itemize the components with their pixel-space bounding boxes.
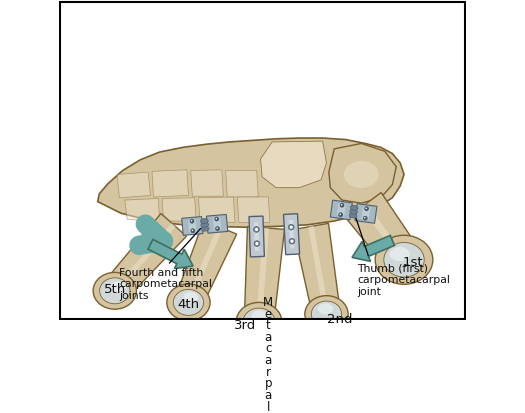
Ellipse shape — [100, 278, 130, 304]
Circle shape — [290, 240, 293, 243]
Polygon shape — [361, 203, 407, 262]
Text: 3rd: 3rd — [234, 319, 256, 332]
Polygon shape — [198, 197, 235, 223]
Circle shape — [216, 227, 219, 230]
Text: 2nd: 2nd — [327, 313, 352, 326]
Ellipse shape — [344, 161, 379, 188]
Circle shape — [190, 219, 194, 223]
Polygon shape — [260, 141, 327, 188]
Polygon shape — [117, 172, 151, 198]
Ellipse shape — [305, 296, 348, 332]
Ellipse shape — [111, 281, 126, 292]
Circle shape — [254, 227, 259, 232]
Ellipse shape — [251, 311, 267, 322]
Polygon shape — [175, 220, 237, 308]
Polygon shape — [254, 222, 259, 251]
Text: 1st: 1st — [402, 256, 423, 268]
Polygon shape — [125, 199, 160, 221]
Ellipse shape — [167, 284, 210, 321]
Ellipse shape — [173, 290, 204, 316]
Polygon shape — [213, 218, 222, 230]
Circle shape — [340, 203, 344, 207]
Text: a: a — [265, 331, 272, 344]
Circle shape — [288, 224, 294, 230]
Ellipse shape — [390, 247, 410, 261]
Ellipse shape — [183, 292, 198, 303]
Circle shape — [216, 228, 218, 229]
Circle shape — [215, 217, 218, 221]
Polygon shape — [152, 170, 188, 197]
Polygon shape — [293, 223, 340, 316]
Circle shape — [255, 242, 258, 245]
Ellipse shape — [93, 273, 136, 309]
FancyArrow shape — [148, 240, 193, 268]
Ellipse shape — [318, 303, 333, 314]
Circle shape — [364, 217, 365, 218]
Ellipse shape — [375, 235, 433, 284]
Circle shape — [254, 241, 260, 247]
Polygon shape — [226, 171, 258, 197]
Text: r: r — [266, 366, 271, 379]
Circle shape — [289, 238, 295, 244]
Circle shape — [192, 230, 193, 231]
Polygon shape — [284, 214, 300, 255]
Text: Thumb (first)
carpometacarpal
joint: Thumb (first) carpometacarpal joint — [358, 263, 450, 297]
Ellipse shape — [350, 205, 358, 210]
Ellipse shape — [243, 308, 275, 335]
Polygon shape — [361, 207, 371, 220]
Ellipse shape — [384, 242, 424, 277]
FancyArrow shape — [352, 235, 394, 261]
Polygon shape — [186, 226, 223, 304]
Circle shape — [365, 207, 367, 209]
Polygon shape — [188, 220, 196, 232]
Polygon shape — [113, 223, 176, 292]
Polygon shape — [98, 138, 404, 227]
Text: p: p — [265, 377, 272, 390]
Polygon shape — [346, 192, 419, 271]
Ellipse shape — [311, 301, 342, 327]
Text: 5th: 5th — [103, 283, 126, 296]
Circle shape — [363, 216, 367, 220]
Text: M: M — [263, 296, 274, 309]
Polygon shape — [308, 226, 329, 315]
Polygon shape — [256, 228, 269, 322]
Circle shape — [365, 207, 369, 211]
Polygon shape — [191, 170, 223, 196]
Polygon shape — [329, 143, 396, 203]
Text: e: e — [265, 308, 272, 320]
Polygon shape — [244, 227, 285, 323]
Circle shape — [191, 229, 195, 233]
Polygon shape — [104, 214, 186, 300]
Polygon shape — [237, 197, 270, 223]
Text: t: t — [266, 319, 271, 332]
Circle shape — [339, 213, 343, 217]
Ellipse shape — [201, 223, 208, 227]
Ellipse shape — [201, 218, 208, 223]
Ellipse shape — [201, 226, 209, 231]
Circle shape — [255, 228, 258, 231]
Circle shape — [191, 220, 192, 222]
Polygon shape — [330, 200, 352, 220]
Text: l: l — [267, 401, 270, 413]
Text: a: a — [265, 354, 272, 367]
Polygon shape — [337, 204, 346, 216]
Polygon shape — [182, 216, 203, 235]
Polygon shape — [289, 220, 295, 248]
Polygon shape — [162, 198, 196, 221]
Circle shape — [340, 214, 341, 215]
Ellipse shape — [349, 213, 357, 218]
Text: 4th: 4th — [177, 298, 200, 311]
Circle shape — [215, 218, 217, 219]
Text: Fourth and fifth
carpometacarpal
joints: Fourth and fifth carpometacarpal joints — [119, 268, 212, 301]
Text: a: a — [265, 389, 272, 402]
Ellipse shape — [236, 302, 282, 341]
Text: c: c — [265, 342, 271, 356]
Polygon shape — [355, 204, 377, 223]
Polygon shape — [249, 216, 265, 257]
Polygon shape — [206, 214, 228, 233]
Ellipse shape — [350, 209, 358, 214]
Circle shape — [341, 204, 342, 206]
Circle shape — [290, 225, 293, 229]
